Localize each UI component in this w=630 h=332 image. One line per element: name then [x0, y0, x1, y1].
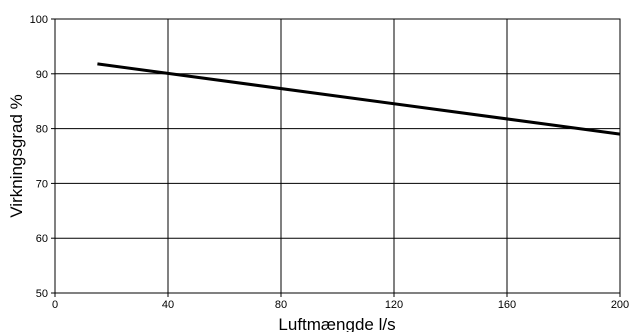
x-axis-title: Luftmængde l/s	[278, 315, 395, 332]
x-tick-label: 160	[498, 299, 516, 311]
x-tick-label: 40	[162, 299, 174, 311]
x-tick-label: 0	[52, 299, 58, 311]
y-tick-label: 90	[36, 69, 48, 81]
x-tick-label: 120	[385, 299, 403, 311]
gridlines	[51, 18, 621, 297]
y-tick-label: 60	[36, 233, 48, 245]
x-tick-labels: 0 40 80 120 160 200	[52, 299, 629, 311]
y-tick-label: 50	[36, 288, 48, 300]
y-axis-title: Virkningsgrad %	[7, 94, 26, 217]
x-tick-label: 200	[611, 299, 629, 311]
y-tick-label: 100	[30, 14, 48, 26]
plot-area	[54, 18, 621, 294]
y-tick-label: 80	[36, 124, 48, 136]
x-tick-label: 80	[275, 299, 287, 311]
y-tick-labels: 50 60 70 80 90 100	[30, 14, 48, 300]
data-series	[97, 62, 621, 136]
y-tick-label: 70	[36, 178, 48, 190]
series-line	[97, 62, 621, 136]
